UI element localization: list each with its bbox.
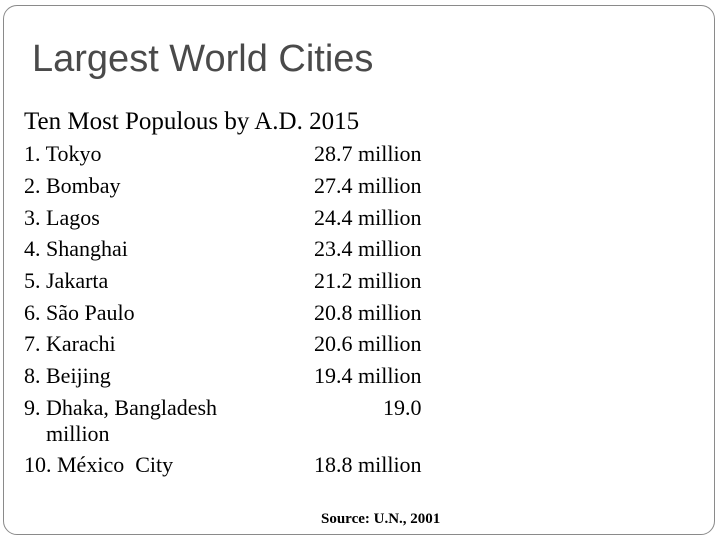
slide-subtitle: Ten Most Populous by A.D. 2015 [24, 108, 360, 135]
city-population-unit: million [46, 421, 110, 446]
city-population: 20.8 million [314, 300, 422, 325]
slide-frame [3, 5, 715, 535]
city-population: 19.4 million [314, 363, 422, 388]
city-name: 5. Jakarta [24, 268, 109, 293]
city-name: 6. São Paulo [24, 300, 135, 325]
city-population: 18.8 million [314, 452, 422, 477]
slide-title: Largest World Cities [32, 38, 374, 80]
city-name: 2. Bombay [24, 173, 121, 198]
city-population: 23.4 million [314, 236, 422, 261]
city-name: 8. Beijing [24, 363, 111, 388]
city-name: 9. Dhaka, Bangladesh [24, 395, 218, 420]
city-population: 28.7 million [314, 141, 422, 166]
city-population: 27.4 million [314, 173, 422, 198]
city-name: 4. Shanghai [24, 236, 128, 261]
city-population: 20.6 million [314, 331, 422, 356]
city-population: 24.4 million [314, 205, 422, 230]
city-name: 7. Karachi [24, 331, 116, 356]
city-population: 21.2 million [314, 268, 422, 293]
city-name: 1. Tokyo [24, 141, 102, 166]
source-note: Source: U.N., 2001 [321, 511, 441, 527]
city-name: 3. Lagos [24, 205, 100, 230]
city-name: 10. México City [24, 452, 174, 477]
city-population: 19.0 [383, 395, 422, 420]
